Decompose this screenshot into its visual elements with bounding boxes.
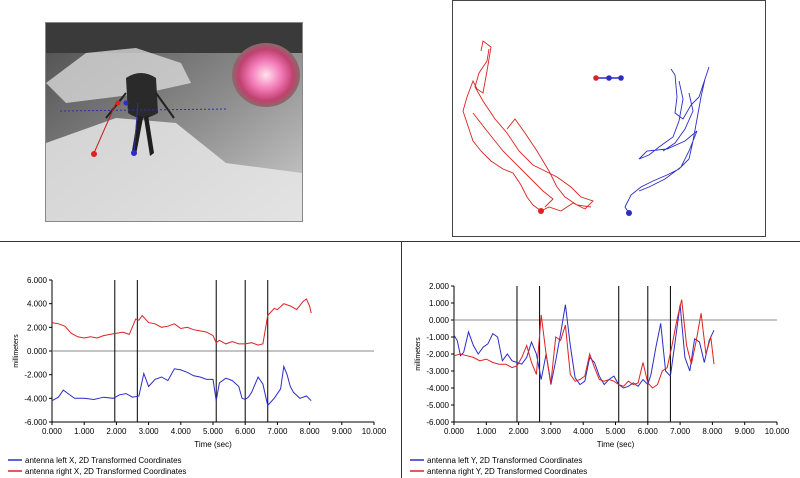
legend-label: antenna left X, 2D Transformed Coordinat… — [25, 456, 182, 465]
legend-label: antenna left Y, 2D Transformed Coordinat… — [427, 456, 582, 465]
x-tick-label: 2.000 — [106, 427, 127, 436]
y-tick-label: -4.000 — [426, 384, 449, 393]
x-tick-label: 8.000 — [300, 427, 321, 436]
head-marker-blue-2 — [618, 75, 624, 81]
x-tick-label: 6.000 — [638, 427, 659, 436]
y-tick-label: -4.000 — [24, 394, 47, 403]
y-tick-label: 4.000 — [27, 300, 48, 309]
y-tick-label: -1.000 — [426, 333, 449, 342]
x-tick-label: 4.000 — [171, 427, 192, 436]
left-antenna-end-marker — [626, 210, 632, 216]
head-marker-blue-1 — [606, 75, 612, 81]
y-tick-label: 2.000 — [429, 282, 450, 291]
panel-divider-horizontal — [0, 241, 800, 242]
y-axis-label: millimeters — [13, 334, 20, 368]
y-tick-label: -6.000 — [24, 418, 47, 427]
y-tick-label: 1.000 — [429, 299, 450, 308]
x-tick-label: 10.000 — [765, 427, 790, 436]
x-tick-label: 10.000 — [362, 427, 387, 436]
x-axis-label: Time (sec) — [597, 440, 635, 449]
x-tick-label: 8.000 — [702, 427, 723, 436]
x-tick-label: 5.000 — [605, 427, 626, 436]
series-line-1 — [51, 298, 312, 346]
y-tick-label: 6.000 — [27, 276, 48, 285]
x-tick-label: 5.000 — [203, 427, 224, 436]
legend-label: antenna right Y, 2D Transformed Coordina… — [427, 467, 587, 476]
x-tick-label: 3.000 — [541, 427, 562, 436]
legend-label: antenna right X, 2D Transformed Coordina… — [25, 467, 186, 476]
x-tick-label: 7.000 — [670, 427, 691, 436]
y-tick-label: 0.000 — [27, 347, 48, 356]
x-tick-label: 6.000 — [235, 427, 256, 436]
y-tick-label: -2.000 — [426, 350, 449, 359]
trajectory-panel — [452, 0, 766, 237]
y-axis-label: millimeters — [415, 337, 422, 371]
x-tick-label: 4.000 — [573, 427, 594, 436]
x-tick-label: 0.000 — [444, 427, 465, 436]
x-tick-label: 9.000 — [735, 427, 756, 436]
head-marker-red — [593, 75, 599, 81]
y-tick-label: -6.000 — [426, 418, 449, 427]
x-tick-label: 7.000 — [267, 427, 288, 436]
x-tick-label: 1.000 — [476, 427, 497, 436]
y-tick-label: -5.000 — [426, 401, 449, 410]
y-tick-label: 0.000 — [429, 316, 450, 325]
x-tick-label: 1.000 — [74, 427, 95, 436]
right-antenna-trajectory — [462, 40, 594, 212]
x-coordinates-chart: 6.0004.0002.0000.000-2.000-4.000-6.0000.… — [8, 276, 387, 476]
series-line-1 — [453, 299, 715, 389]
x-axis-label: Time (sec) — [194, 440, 232, 449]
series-line-0 — [453, 304, 715, 389]
x-tick-label: 2.000 — [509, 427, 530, 436]
x-tick-label: 0.000 — [42, 427, 63, 436]
y-coordinates-chart: 2.000 1.000 0.000 -1.000 -2.000 -3.000 -4.000 -… — [410, 282, 790, 476]
video-frame — [45, 22, 303, 222]
series-line-0 — [51, 364, 312, 407]
y-tick-label: -3.000 — [426, 367, 449, 376]
right-antenna-end-marker — [538, 208, 544, 214]
insect-video-frame-icon — [46, 23, 302, 221]
panel-divider-vertical — [401, 241, 402, 478]
left-antenna-trajectory — [624, 66, 710, 214]
x-tick-label: 9.000 — [332, 427, 353, 436]
trajectory-plot — [462, 40, 710, 216]
y-tick-label: -2.000 — [24, 371, 47, 380]
y-tick-label: 2.000 — [27, 323, 48, 332]
x-tick-label: 3.000 — [139, 427, 160, 436]
